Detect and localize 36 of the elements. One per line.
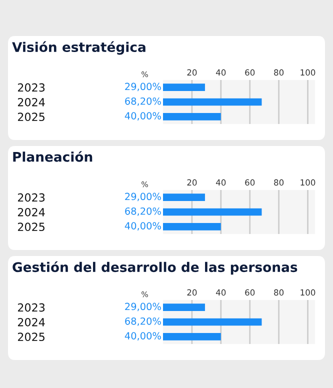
data-label: 29,00%: [125, 82, 161, 92]
x2-tick-label: 20: [187, 69, 197, 76]
x2-tick-label: 80: [274, 69, 284, 76]
data-label: 40,00%: [124, 332, 161, 340]
y-tick-label: 2024: [18, 98, 45, 106]
x2-tick-label: 100: [300, 69, 316, 76]
x2-tick-label: 40: [216, 179, 226, 186]
y-tick-label: 2023: [18, 193, 45, 202]
data-label: 68,20%: [125, 207, 161, 216]
y-tick-label: 2023: [18, 303, 45, 312]
data-label: 29,00%: [125, 192, 161, 202]
x2-tick-label: 80: [274, 179, 284, 186]
x2-tick-label: 40: [216, 289, 226, 296]
data-label: 29,00%: [125, 302, 161, 312]
y-tick-label: 2025: [18, 222, 44, 232]
y-tick-label: 2024: [18, 318, 45, 326]
x2-tick-label: 60: [245, 179, 255, 186]
data-label: 68,20%: [125, 317, 161, 326]
chart-title: Gestión del desarrollo de las personas: [12, 261, 298, 275]
y-tick-label: 2025: [18, 112, 44, 122]
x2-tick-label: 100: [300, 179, 316, 186]
data-label: 68,20%: [125, 97, 161, 106]
text: Planeación: [13, 151, 92, 162]
chart-title: Visión estratégica: [12, 41, 146, 55]
x2-tick-label: 60: [245, 289, 255, 296]
data-label: 40,00%: [124, 222, 161, 230]
x2-tick-label: 20: [187, 179, 197, 186]
x2-tick-label: 80: [274, 289, 284, 296]
y-tick-label: 2025: [18, 332, 44, 342]
x2-tick-label: 60: [245, 69, 255, 76]
x2-tick-label: 20: [187, 289, 197, 296]
x2-tick-label: 40: [216, 69, 226, 76]
data-label: 40,00%: [124, 112, 161, 120]
y-tick-label: 2023: [18, 83, 45, 92]
x2-tick-label: 100: [300, 289, 316, 296]
y-tick-label: 2024: [18, 208, 45, 216]
